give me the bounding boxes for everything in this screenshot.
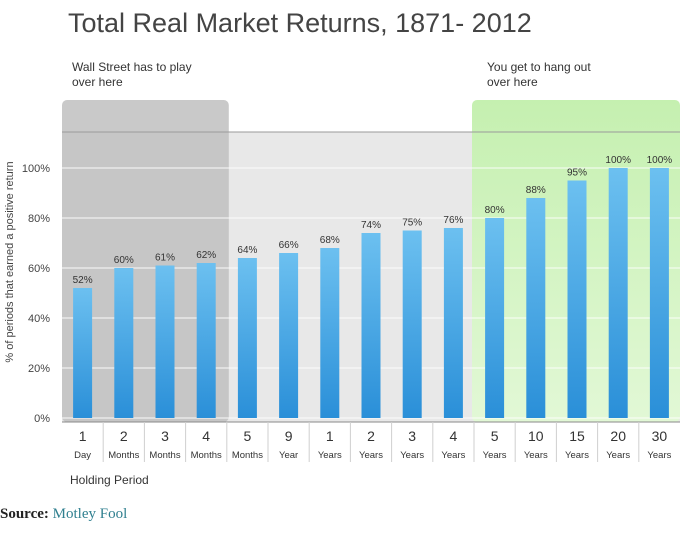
chart: Total Real Market Returns, 1871- 2012 Wa… bbox=[4, 8, 680, 487]
x-tick-unit: Years bbox=[647, 450, 671, 461]
data-label: 60% bbox=[114, 255, 134, 266]
x-axis-categories: 1 Day 2 Months 3 Months 4 Months 5 Months 9 Year 1 Ye… bbox=[74, 422, 672, 462]
x-tick-unit: Years bbox=[483, 450, 507, 461]
source-line: Source: Motley Fool bbox=[0, 506, 127, 523]
data-label: 62% bbox=[196, 250, 216, 261]
x-tick-number: 20 bbox=[610, 428, 626, 444]
y-tick-label: 80% bbox=[28, 213, 50, 225]
bar bbox=[279, 253, 299, 418]
x-tick-number: 2 bbox=[120, 428, 128, 444]
bar bbox=[443, 228, 463, 418]
bar bbox=[361, 233, 381, 418]
callout-right-line-2: over here bbox=[487, 75, 538, 89]
x-tick-unit: Months bbox=[191, 450, 222, 461]
x-tick-number: 4 bbox=[202, 428, 210, 444]
data-label: 100% bbox=[647, 155, 673, 166]
y-axis-label: % of periods that earned a positive retu… bbox=[4, 161, 16, 362]
x-axis-label: Holding Period bbox=[70, 473, 149, 487]
x-tick-unit: Months bbox=[108, 450, 139, 461]
data-label: 80% bbox=[485, 205, 505, 216]
x-tick-unit: Months bbox=[232, 450, 263, 461]
data-label: 52% bbox=[73, 275, 93, 286]
data-label: 100% bbox=[605, 155, 631, 166]
x-tick-unit: Months bbox=[149, 450, 180, 461]
x-tick-unit: Years bbox=[524, 450, 548, 461]
data-label: 76% bbox=[443, 215, 463, 226]
bar bbox=[114, 268, 134, 418]
x-tick-number: 3 bbox=[408, 428, 416, 444]
x-tick-number: 2 bbox=[367, 428, 375, 444]
callout-left-line-1: Wall Street has to play bbox=[72, 60, 192, 74]
x-tick-unit: Years bbox=[318, 450, 342, 461]
bar bbox=[526, 198, 546, 418]
x-tick-number: 3 bbox=[161, 428, 169, 444]
y-tick-label: 100% bbox=[22, 163, 50, 175]
bar bbox=[608, 168, 628, 418]
x-tick-number: 10 bbox=[528, 428, 544, 444]
data-label: 64% bbox=[237, 245, 257, 256]
data-label: 88% bbox=[526, 185, 546, 196]
bar bbox=[155, 265, 175, 418]
bar bbox=[649, 168, 669, 418]
x-tick-number: 1 bbox=[79, 428, 87, 444]
bar bbox=[320, 248, 340, 418]
y-tick-label: 20% bbox=[28, 363, 50, 375]
x-tick-number: 9 bbox=[285, 428, 293, 444]
data-label: 74% bbox=[361, 220, 381, 231]
bar bbox=[237, 258, 257, 418]
x-tick-number: 4 bbox=[450, 428, 458, 444]
x-tick-unit: Years bbox=[606, 450, 630, 461]
x-tick-unit: Years bbox=[565, 450, 589, 461]
bars bbox=[73, 168, 669, 418]
chart-title: Total Real Market Returns, 1871- 2012 bbox=[68, 8, 532, 38]
bar bbox=[73, 288, 93, 418]
value-labels: 52% 60% 61% 62% 64% 66% 68% 74% 75% 76% 80% 88% 95% 1… bbox=[73, 155, 673, 286]
x-tick-unit: Years bbox=[400, 450, 424, 461]
bar bbox=[567, 180, 587, 418]
y-tick-label: 60% bbox=[28, 263, 50, 275]
data-label: 68% bbox=[320, 235, 340, 246]
wall-street-region bbox=[62, 100, 229, 422]
x-tick-unit: Years bbox=[359, 450, 383, 461]
x-tick-number: 1 bbox=[326, 428, 334, 444]
x-tick-number: 15 bbox=[569, 428, 585, 444]
y-tick-label: 40% bbox=[28, 313, 50, 325]
source-label: Source: bbox=[0, 506, 49, 522]
bar bbox=[485, 218, 505, 418]
x-tick-unit: Years bbox=[441, 450, 465, 461]
x-tick-number: 5 bbox=[244, 428, 252, 444]
bar bbox=[402, 230, 422, 418]
source-name: Motley Fool bbox=[52, 506, 128, 522]
y-axis-ticks: 0% 20% 40% 60% 80% 100% bbox=[22, 163, 50, 425]
x-tick-number: 5 bbox=[491, 428, 499, 444]
x-tick-number: 30 bbox=[652, 428, 668, 444]
x-tick-unit: Year bbox=[279, 450, 298, 461]
bar bbox=[196, 263, 216, 418]
data-label: 95% bbox=[567, 168, 587, 179]
x-tick-unit: Day bbox=[74, 450, 91, 461]
data-label: 66% bbox=[279, 240, 299, 251]
data-label: 61% bbox=[155, 253, 175, 264]
callout-left-line-2: over here bbox=[72, 75, 123, 89]
callout-right-line-1: You get to hang out bbox=[487, 60, 591, 74]
data-label: 75% bbox=[402, 218, 422, 229]
y-tick-label: 0% bbox=[34, 413, 50, 425]
